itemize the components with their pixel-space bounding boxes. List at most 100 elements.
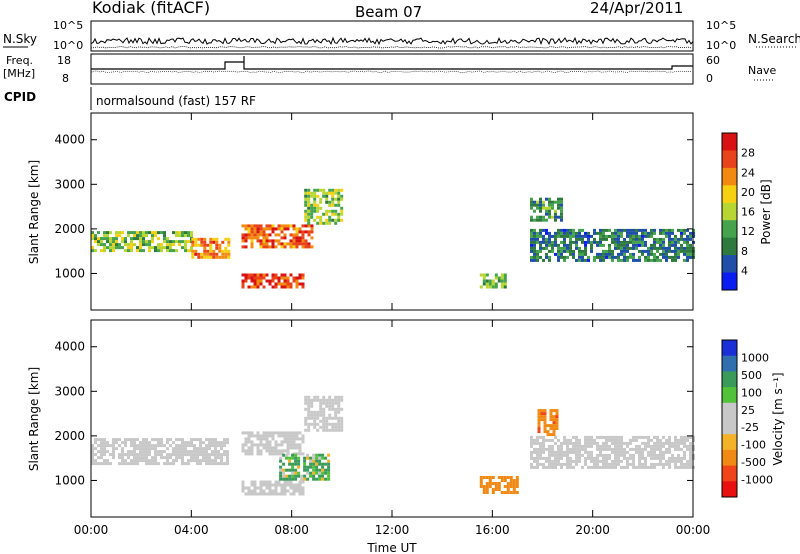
- echo-cell: [294, 474, 298, 478]
- echo-cell: [292, 489, 296, 493]
- echo-cell: [647, 246, 650, 250]
- echo-cell: [307, 245, 311, 249]
- echo-cell: [605, 441, 608, 445]
- echo-cell: [160, 249, 163, 253]
- echo-cell: [282, 474, 286, 478]
- echo-cell: [112, 438, 115, 442]
- echo-cell: [554, 209, 557, 213]
- echo-cell: [560, 447, 563, 451]
- x-tick-label: 20:00: [575, 523, 610, 537]
- echo-cell: [542, 240, 545, 244]
- echo-cell: [271, 242, 275, 246]
- echo-cell: [121, 456, 124, 460]
- echo-cell: [479, 476, 483, 479]
- echo-cell: [277, 239, 281, 243]
- echo-cell: [259, 483, 263, 487]
- echo-cell: [241, 279, 245, 283]
- echo-cell: [680, 462, 683, 466]
- echo-cell: [482, 476, 486, 479]
- echo-cell: [587, 240, 590, 244]
- echo-cell: [677, 456, 680, 460]
- echo-cell: [127, 462, 130, 466]
- echo-cell: [587, 441, 590, 445]
- echo-cell: [530, 206, 533, 210]
- echo-cell: [611, 252, 614, 256]
- echo-cell: [316, 188, 320, 192]
- echo-cell: [301, 440, 305, 444]
- echo-cell: [566, 465, 569, 469]
- echo-cell: [647, 234, 650, 238]
- echo-cell: [283, 276, 287, 280]
- echo-cell: [554, 212, 557, 216]
- beam-title: Beam 07: [355, 3, 422, 21]
- echo-cell: [566, 444, 569, 448]
- echo-cell: [557, 234, 560, 238]
- echo-cell: [605, 444, 608, 448]
- echo-cell: [572, 255, 575, 259]
- echo-cell: [671, 456, 674, 460]
- echo-cell: [151, 438, 154, 442]
- colorbar-tick-label: 16: [741, 206, 755, 219]
- echo-cell: [250, 233, 254, 237]
- echo-cell: [647, 465, 650, 469]
- echo-cell: [304, 197, 308, 201]
- echo-cell: [620, 453, 623, 457]
- echo-cell: [680, 243, 683, 247]
- echo-cell: [653, 252, 656, 256]
- echo-cell: [668, 441, 671, 445]
- echo-cell: [551, 444, 554, 448]
- echo-cell: [307, 212, 311, 216]
- echo-cell: [262, 236, 266, 240]
- echo-cell: [259, 492, 263, 496]
- echo-cell: [686, 444, 689, 448]
- echo-cell: [533, 255, 536, 259]
- echo-cell: [605, 465, 608, 469]
- echo-cell: [334, 410, 338, 414]
- echo-region: [530, 435, 695, 469]
- echo-cell: [563, 234, 566, 238]
- echo-cell: [536, 206, 539, 210]
- echo-cell: [623, 249, 626, 253]
- echo-cell: [328, 398, 332, 402]
- echo-cell: [632, 462, 635, 466]
- echo-cell: [142, 456, 145, 460]
- echo-cell: [227, 243, 231, 247]
- echo-cell: [313, 194, 317, 198]
- echo-cell: [590, 246, 593, 250]
- echo-cell: [133, 231, 136, 235]
- echo-cell: [289, 492, 293, 496]
- echo-cell: [638, 450, 641, 454]
- echo-cell: [148, 444, 151, 448]
- echo-cell: [327, 453, 331, 457]
- echo-region: [537, 409, 559, 437]
- echo-cell: [539, 243, 542, 247]
- echo-cell: [321, 453, 325, 457]
- echo-cell: [259, 224, 263, 228]
- echo-cell: [211, 459, 214, 463]
- echo-cell: [551, 200, 554, 204]
- echo-cell: [549, 409, 553, 413]
- echo-cell: [291, 465, 295, 469]
- echo-cell: [244, 236, 248, 240]
- echo-cell: [587, 255, 590, 259]
- echo-cell: [506, 476, 510, 479]
- echo-cell: [503, 273, 507, 277]
- echo-cell: [602, 252, 605, 256]
- echo-cell: [109, 444, 112, 448]
- echo-cell: [536, 258, 539, 262]
- echo-cell: [310, 215, 314, 219]
- echo-cell: [280, 276, 284, 280]
- echo-cell: [265, 446, 269, 450]
- echo-cell: [551, 447, 554, 451]
- echo-cell: [109, 453, 112, 457]
- echo-cell: [674, 465, 677, 469]
- echo-cell: [515, 491, 519, 494]
- echo-cell: [312, 471, 316, 475]
- echo-cell: [668, 240, 671, 244]
- velocity-x-ticks: 00:00 04:00 08:00 12:00 16:00 20:00 00:00: [74, 320, 710, 537]
- echo-cell: [620, 444, 623, 448]
- echo-cell: [227, 255, 231, 259]
- echo-cell: [295, 245, 299, 249]
- echo-cell: [674, 249, 677, 253]
- echo-cell: [331, 218, 335, 222]
